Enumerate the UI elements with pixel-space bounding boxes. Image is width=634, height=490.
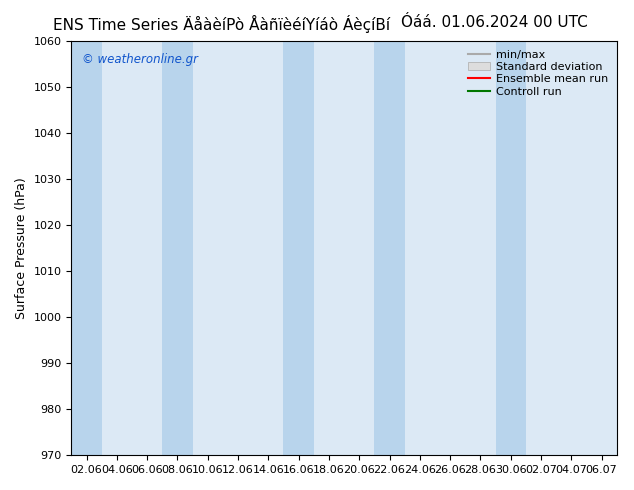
Text: © weatheronline.gr: © weatheronline.gr [82, 53, 198, 67]
Text: Óáá. 01.06.2024 00 UTC: Óáá. 01.06.2024 00 UTC [401, 15, 588, 30]
Bar [162, 41, 193, 455]
Bar [496, 41, 526, 455]
Legend: min/max, Standard deviation, Ensemble mean run, Controll run: min/max, Standard deviation, Ensemble me… [465, 47, 611, 100]
Bar [283, 41, 314, 455]
Text: ENS Time Series ÄåàèíPò ÅàñïèéíYíáò ÁèçíBí: ENS Time Series ÄåàèíPò ÅàñïèéíYíáò Áèçí… [53, 15, 391, 33]
Bar [72, 41, 101, 455]
Y-axis label: Surface Pressure (hPa): Surface Pressure (hPa) [15, 177, 28, 319]
Bar [375, 41, 404, 455]
